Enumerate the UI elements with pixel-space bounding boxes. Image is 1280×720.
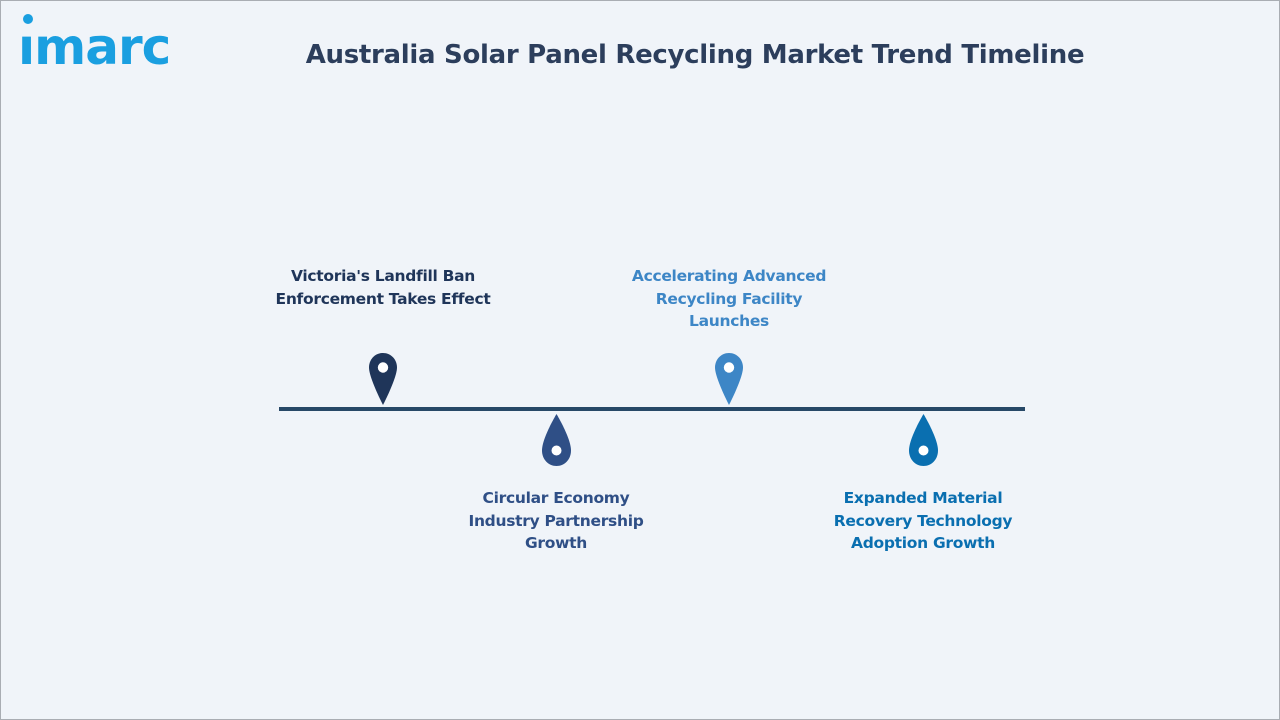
milestone-label-2: Circular Economy Industry Partnership Gr… [468,489,644,552]
map-pin-icon [715,353,743,405]
logo-text: ımarc [18,18,171,76]
milestone-label-1: Victoria's Landfill Ban Enforcement Take… [275,267,491,308]
logo-dot [23,14,33,24]
page-title: Australia Solar Panel Recycling Market T… [305,40,1085,70]
drop-pin-icon [909,414,938,466]
timeline-axis [279,407,1025,411]
map-pin-icon [369,353,397,405]
drop-pin-icon [542,414,571,466]
milestone-label-3: Accelerating Advanced Recycling Facility… [631,267,827,330]
milestone-label-4: Expanded Material Recovery Technology Ad… [833,489,1013,552]
imarc-logo: ımarc [18,14,208,80]
